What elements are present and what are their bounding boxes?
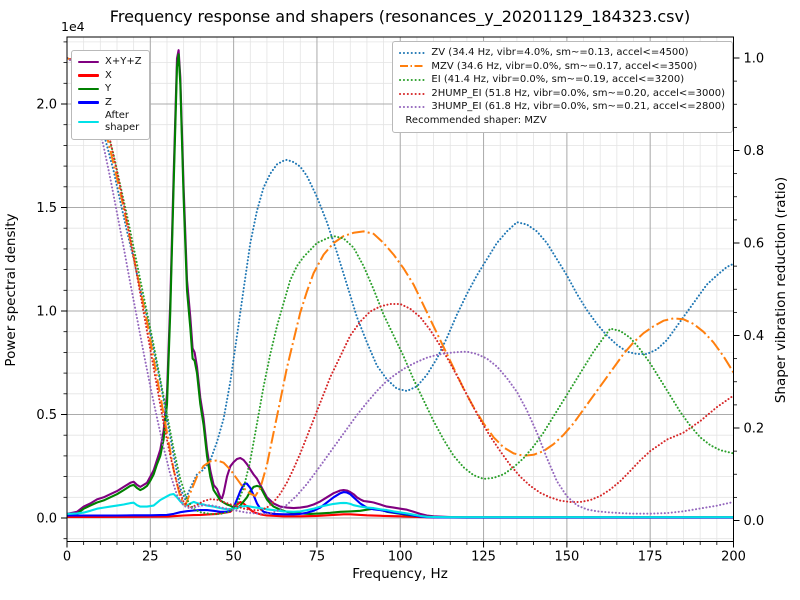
legend-item: Y [78, 82, 142, 96]
series-shaper-2hump-ei [67, 57, 734, 512]
series-shaper-ei [67, 57, 734, 515]
y-right-tick-label: 0.6 [744, 237, 765, 252]
legend-item: 3HUMP_EI (61.8 Hz, vibr=0.0%, sm~=0.21, … [399, 100, 725, 114]
solid-line-swatch-icon [78, 120, 99, 124]
legend-item: After shaper [78, 109, 142, 134]
legend-item: 2HUMP_EI (51.8 Hz, vibr=0.0%, sm~=0.20, … [399, 87, 725, 101]
dotted-line-swatch-icon [399, 78, 426, 81]
dotted-line-swatch-icon [399, 92, 426, 95]
y-left-tick-label: 0.5 [36, 408, 57, 423]
y-right-tick-label: 1.0 [744, 52, 765, 67]
legend-label: MZV (34.6 Hz, vibr=0.0%, sm~=0.17, accel… [431, 60, 698, 72]
solid-line-swatch-icon [78, 60, 99, 64]
solid-line-swatch-icon [78, 101, 99, 104]
legend-label: Z [105, 96, 112, 108]
series-psd-after-shaper [67, 492, 734, 519]
legend-label: 2HUMP_EI (51.8 Hz, vibr=0.0%, sm~=0.20, … [431, 87, 725, 99]
legend-label: X [105, 69, 112, 81]
legend-item: MZV (34.6 Hz, vibr=0.0%, sm~=0.17, accel… [399, 60, 725, 74]
x-tick-label: 75 [309, 550, 326, 565]
legend-item: X [78, 69, 142, 83]
x-tick-label: 0 [63, 550, 71, 565]
legend-label: X+Y+Z [105, 56, 142, 67]
series-shaper-mzv [67, 57, 734, 507]
solid-line-swatch-icon [78, 87, 99, 91]
y-left-tick-label: 1.0 [36, 305, 57, 320]
solid-line-swatch-icon [78, 74, 99, 77]
dotted-line-swatch-icon [399, 51, 426, 54]
x-tick-label: 125 [471, 550, 496, 565]
dashdot-line-swatch-icon [400, 65, 425, 68]
legend-label: EI (41.4 Hz, vibr=0.0%, sm~=0.19, accel<… [431, 74, 685, 86]
x-tick-label: 25 [142, 550, 159, 565]
legend-item: X+Y+Z [78, 55, 142, 69]
legend-psd: X+Y+Z X Y Z After shaper [71, 50, 150, 140]
legend-label: 3HUMP_EI (61.8 Hz, vibr=0.0%, sm~=0.21, … [431, 101, 725, 113]
chart-title: Frequency response and shapers (resonanc… [109, 7, 691, 26]
y-left-tick-label: 2.0 [36, 98, 57, 113]
x-tick-label: 150 [554, 550, 579, 565]
y-left-tick-label: 0.0 [36, 512, 57, 527]
legend-label: ZV (34.4 Hz, vibr=4.0%, sm~=0.13, accel<… [431, 47, 689, 58]
y-axis-label-right: Shaper vibration reduction (ratio) [773, 176, 789, 404]
legend-label: Recommended shaper: MZV [405, 114, 547, 126]
y-axis-offset-label: 1e4 [61, 19, 85, 34]
x-tick-label: 100 [388, 550, 413, 565]
x-tick-label: 50 [225, 550, 242, 565]
y-right-tick-label: 0.4 [744, 329, 765, 344]
legend-label: Y [105, 83, 112, 95]
y-right-tick-label: 0.2 [744, 422, 765, 437]
x-tick-label: 200 [721, 550, 746, 565]
x-tick-label: 175 [638, 550, 663, 565]
y-right-tick-label: 0.0 [744, 514, 765, 529]
series-psd-sum [67, 49, 734, 519]
legend-item: Z [78, 96, 142, 110]
dotted-line-swatch-icon [399, 106, 426, 109]
series-shaper-3hump-ei [67, 57, 734, 515]
legend-item: ZV (34.4 Hz, vibr=4.0%, sm~=0.13, accel<… [399, 46, 725, 60]
y-axis-label-left: Power spectral density [3, 213, 19, 367]
y-right-tick-label: 0.8 [744, 144, 765, 159]
legend-shapers: ZV (34.4 Hz, vibr=4.0%, sm~=0.13, accel<… [392, 41, 733, 133]
legend-item: EI (41.4 Hz, vibr=0.0%, sm~=0.19, accel<… [399, 73, 725, 87]
x-axis-label: Frequency, Hz [352, 566, 448, 582]
legend-label: After shaper [105, 110, 140, 133]
y-left-tick-label: 1.5 [36, 201, 57, 216]
legend-item: Recommended shaper: MZV [399, 114, 725, 128]
series-shaper-zv [67, 57, 734, 501]
